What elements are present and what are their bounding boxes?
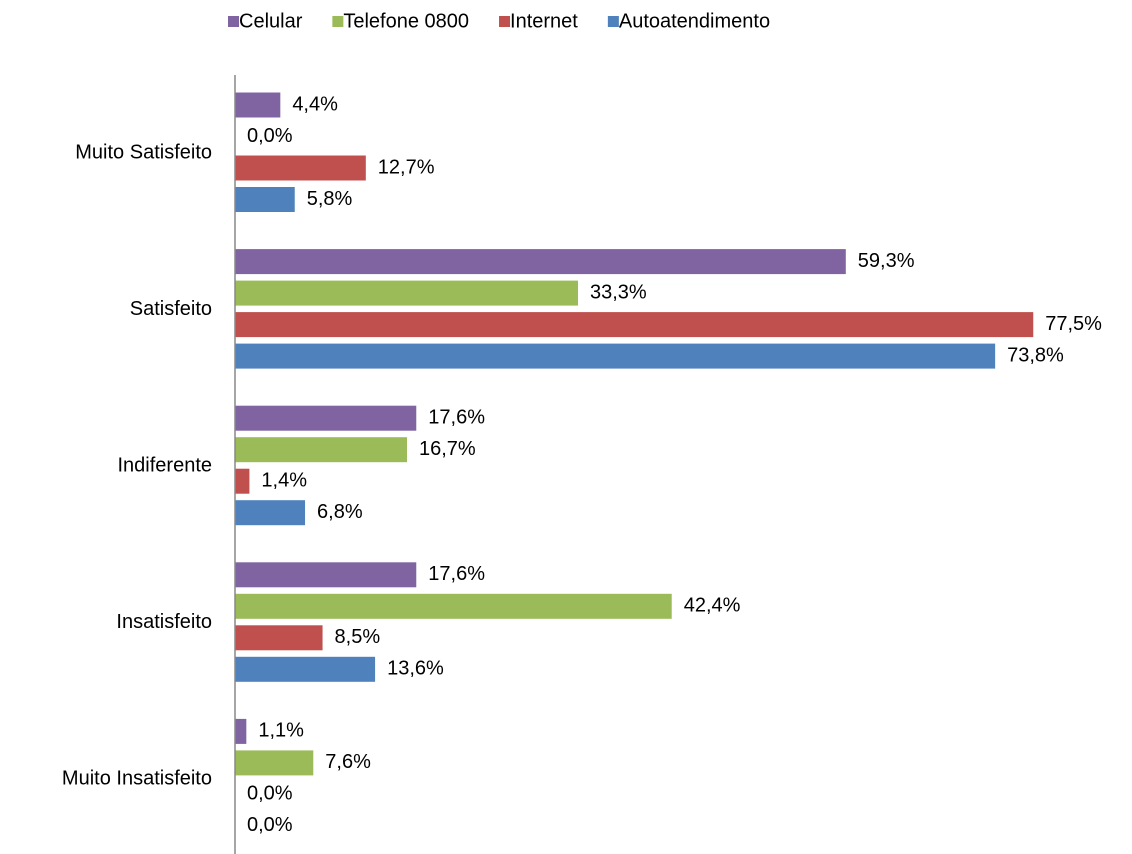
legend-label: Celular [239, 10, 303, 32]
value-label: 17,6% [428, 563, 485, 585]
value-label: 16,7% [419, 438, 476, 460]
bar [235, 92, 281, 118]
bar [235, 625, 323, 651]
bar [235, 405, 417, 431]
value-label: 8,5% [335, 626, 381, 648]
bar [235, 155, 366, 181]
value-label: 1,1% [258, 720, 304, 742]
bar [235, 656, 376, 682]
bar [235, 468, 250, 494]
bar [235, 312, 1034, 338]
value-label: 4,4% [292, 93, 338, 115]
bar [235, 718, 247, 744]
value-label: 13,6% [387, 658, 444, 680]
category-label: Satisfeito [130, 298, 212, 320]
value-label: 59,3% [858, 250, 915, 272]
legend-swatch [228, 16, 239, 27]
category-label: Muito Satisfeito [75, 141, 212, 163]
value-label: 42,4% [684, 595, 741, 617]
category-label: Muito Insatisfeito [62, 768, 212, 790]
legend-label: Internet [510, 10, 578, 32]
legend-swatch [499, 16, 511, 27]
bar [235, 562, 417, 588]
legend-label: Telefone 0800 [343, 10, 469, 32]
value-label: 6,8% [317, 501, 363, 523]
value-label: 33,3% [590, 281, 647, 303]
bar [235, 437, 408, 463]
category-label: Indiferente [117, 454, 212, 476]
bar [235, 280, 578, 306]
legend-label: Autoatendimento [619, 10, 770, 32]
value-label: 0,0% [247, 783, 293, 805]
category-label: Insatisfeito [116, 611, 212, 633]
bar [235, 343, 996, 369]
value-label: 0,0% [247, 814, 293, 836]
value-label: 0,0% [247, 125, 293, 147]
legend-swatch [607, 16, 619, 27]
bar [235, 187, 295, 212]
value-label: 12,7% [378, 156, 435, 178]
legend-swatch [332, 16, 344, 27]
value-label: 77,5% [1045, 313, 1102, 335]
value-label: 1,4% [261, 469, 307, 491]
bar [235, 500, 306, 526]
value-label: 5,8% [307, 188, 353, 210]
value-label: 73,8% [1007, 344, 1064, 366]
bar [235, 750, 314, 776]
bar [235, 249, 846, 275]
bar [235, 593, 672, 619]
value-label: 17,6% [428, 406, 485, 428]
value-label: 7,6% [325, 751, 371, 773]
